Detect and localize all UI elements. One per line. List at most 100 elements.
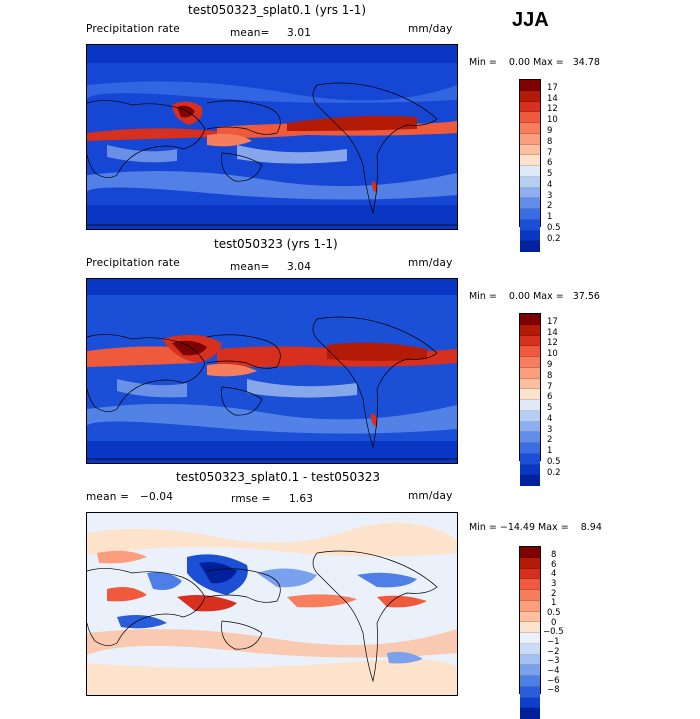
panel-2-colorbar-box — [520, 346, 540, 358]
panel-3-colorbar-box — [520, 579, 540, 591]
panel-2-colorbar-box — [520, 324, 540, 336]
panel-1-colorbar-label: 2 — [547, 201, 553, 211]
panel-3-colorbar-box — [520, 557, 540, 569]
panel-3-colorbar-box — [520, 643, 540, 655]
panel-3-colorbar-box — [520, 676, 540, 687]
panel-3-colorbar-label: −6 — [547, 675, 560, 686]
panel-2-variable-label: Precipitation rate — [86, 257, 180, 269]
panel-2-colorbar-label: 6 — [547, 392, 553, 402]
panel-1-colorbar-box — [520, 80, 540, 91]
panel-1-colorbar-box — [520, 112, 540, 124]
panel-1-colorbar-label: 4 — [547, 180, 553, 190]
panel-3-rmse-value: 1.63 — [289, 493, 314, 505]
panel-3-colorbar-label: −4 — [547, 665, 560, 676]
panel-2-colorbar-box — [520, 389, 540, 401]
panel-2-colorbar-label: 2 — [547, 435, 553, 445]
panel-3-colorbar-label: −2 — [547, 646, 560, 657]
panel-2-precip-map — [86, 278, 458, 464]
panel-2-colorbar-box — [520, 475, 540, 487]
panel-2-mean-value: 3.04 — [287, 261, 312, 273]
panel-2-colorbar-label: 7 — [547, 382, 553, 392]
panel-2-units: mm/day — [408, 257, 453, 269]
panel-1-colorbar-label: 10 — [547, 115, 558, 125]
panel-3-colorbar-label: 0 — [551, 617, 557, 628]
panel-2-colorbar-box — [520, 314, 540, 325]
panel-2-colorbar-box — [520, 357, 540, 368]
panel-2-title: test050323 (yrs 1-1) — [214, 237, 338, 251]
panel-3-units: mm/day — [408, 490, 453, 502]
panel-2-colorbar-box — [520, 453, 540, 465]
panel-2-colorbar-label: 0.2 — [547, 468, 561, 478]
panel-3-colorbar-label: 1 — [551, 598, 557, 609]
panel-3-colorbar-label: 0.5 — [547, 607, 561, 618]
panel-2-colorbar-label: 8 — [547, 371, 553, 381]
panel-1-colorbar-label: 0.5 — [547, 223, 561, 233]
panel-1-colorbar-box — [520, 230, 540, 242]
panel-1-colorbar-box — [520, 209, 540, 220]
panel-3-rmse-label: rmse = — [231, 493, 271, 505]
panel-3-colorbar-label: 8 — [551, 550, 557, 560]
panel-3-colorbar-label: 2 — [551, 588, 557, 599]
panel-2-colorbar-box — [520, 335, 540, 347]
panel-2-colorbar-box — [520, 443, 540, 454]
panel-3-colorbar-box — [520, 708, 540, 719]
panel-1-colorbar-label: 12 — [547, 104, 558, 114]
panel-3-colorbar-label: −8 — [547, 685, 560, 696]
panel-1-min-max: Min = 0.00 Max = 34.78 — [469, 57, 600, 68]
panel-2-mean-label: mean= — [230, 261, 270, 273]
panel-1-colorbar-box — [520, 198, 540, 210]
panel-3-colorbar-box — [520, 568, 540, 580]
panel-2-colorbar-label: 4 — [547, 414, 553, 424]
panel-3-colorbar — [519, 546, 541, 719]
panel-2-colorbar-box — [520, 410, 540, 422]
panel-1-colorbar-box — [520, 133, 540, 145]
panel-3-title: test050323_splat0.1 - test050323 — [176, 470, 381, 484]
panel-1-variable-label: Precipitation rate — [86, 23, 180, 35]
panel-1-colorbar-label: 0.2 — [547, 234, 561, 244]
panel-3-min-max: Min = −14.49 Max = 8.94 — [469, 522, 602, 533]
panel-2-colorbar-box — [520, 378, 540, 390]
panel-3-colorbar-label: 6 — [551, 559, 557, 570]
panel-1-colorbar-box — [520, 241, 540, 253]
panel-1-colorbar-label: 17 — [547, 83, 558, 93]
panel-1-title: test050323_splat0.1 (yrs 1-1) — [188, 3, 367, 17]
panel-1-colorbar-label: 8 — [547, 137, 553, 147]
panel-1-colorbar-box — [520, 101, 540, 113]
panel-2-colorbar-box — [520, 421, 540, 433]
panel-3-colorbar-label: −0.5 — [543, 627, 564, 638]
panel-3-mean-label: mean = — [86, 491, 130, 503]
panel-2-colorbar-label: 10 — [547, 349, 558, 359]
panel-3-colorbar-label: −1 — [547, 636, 560, 647]
panel-1-colorbar-box — [520, 155, 540, 167]
panel-1-colorbar-label: 5 — [547, 169, 553, 179]
panel-1-colorbar-box — [520, 166, 540, 177]
panel-1-colorbar-box — [520, 187, 540, 199]
season-label: JJA — [512, 9, 549, 31]
panel-2-colorbar-box — [520, 367, 540, 379]
panel-1-precip-map — [86, 44, 458, 230]
panel-1-colorbar-label: 3 — [547, 191, 553, 201]
panel-3-mean-value: −0.04 — [140, 491, 174, 503]
panel-3-colorbar-box — [520, 590, 540, 601]
panel-3-colorbar-box — [520, 697, 540, 709]
panel-1-colorbar-label: 9 — [547, 126, 553, 136]
panel-3-colorbar-label: −3 — [547, 656, 560, 667]
panel-1-colorbar-box — [520, 144, 540, 156]
panel-2-colorbar-box — [520, 464, 540, 476]
panel-3-colorbar-box — [520, 654, 540, 666]
panel-1-mean-value: 3.01 — [287, 27, 312, 39]
panel-2-colorbar-label: 3 — [547, 425, 553, 435]
panel-2-colorbar-label: 14 — [547, 328, 558, 338]
panel-1-colorbar-label: 14 — [547, 94, 558, 104]
panel-1-colorbar-label: 6 — [547, 158, 553, 168]
panel-2-colorbar — [519, 313, 541, 487]
panel-3-difference-map — [86, 512, 458, 696]
panel-2-colorbar-label: 0.5 — [547, 457, 561, 467]
panel-2-colorbar-label: 1 — [547, 446, 553, 456]
panel-1-colorbar-box — [520, 219, 540, 231]
panel-2-colorbar-label: 12 — [547, 338, 558, 348]
panel-3-colorbar-box — [520, 665, 540, 677]
panel-3-colorbar-label: 3 — [551, 578, 557, 589]
panel-1-mean-label: mean= — [230, 27, 270, 39]
panel-1-colorbar-box — [520, 90, 540, 102]
